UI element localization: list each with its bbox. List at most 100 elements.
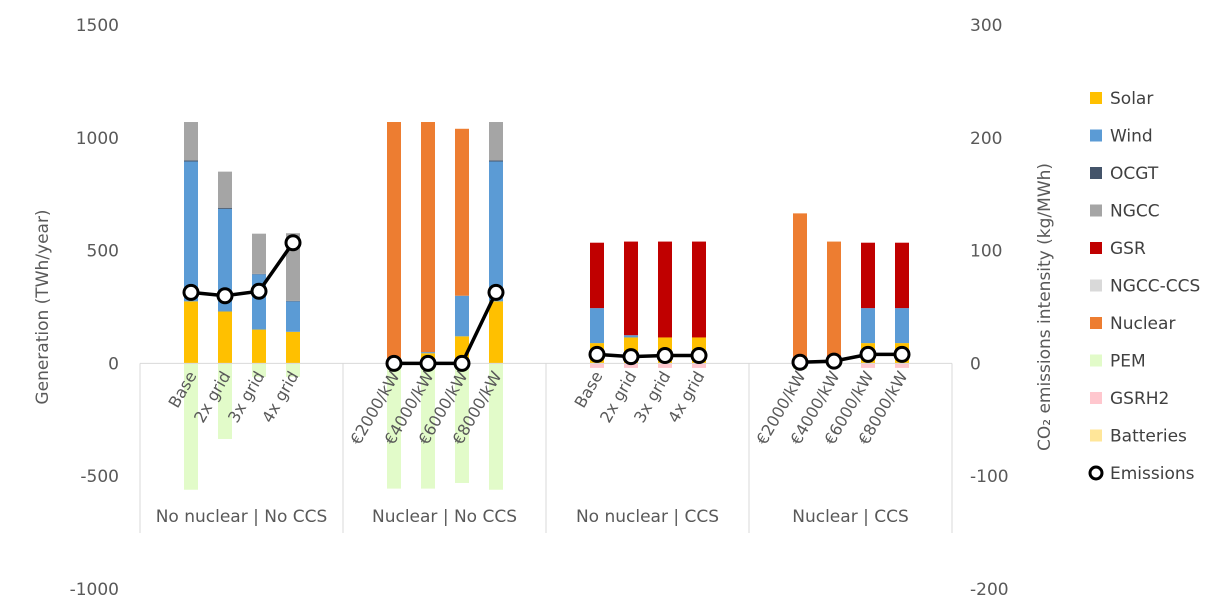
legend-swatch-emissions xyxy=(1088,465,1104,481)
bar-pem-5 xyxy=(421,363,435,489)
bar-wind-9 xyxy=(624,335,638,338)
emissions-point-6 xyxy=(453,354,471,372)
y-tick-right-2: 0 xyxy=(970,354,981,374)
bar-solar-1 xyxy=(218,311,232,364)
legend-label-emissions: Emissions xyxy=(1110,464,1195,484)
emissions-point-12 xyxy=(791,353,809,371)
bar-ocgt-0 xyxy=(184,160,198,162)
emissions-segment-0 xyxy=(190,241,295,298)
legend-label-ngcc: NGCC xyxy=(1110,202,1160,222)
bar-wind-15 xyxy=(895,308,909,344)
bar-gsrh2-14 xyxy=(861,363,875,368)
y-tick-left-0: -1000 xyxy=(70,580,119,600)
bar-ocgt-1 xyxy=(218,207,232,209)
legend-swatch-gsrh2 xyxy=(1090,392,1102,404)
bar-wind-14 xyxy=(861,308,875,344)
bar-gsr-8 xyxy=(590,242,604,309)
y-tick-right-0: -200 xyxy=(970,580,1009,600)
emissions-point-5 xyxy=(419,354,437,372)
right-axis: -200 -100 0 100 200 300 xyxy=(970,16,1009,600)
category-label-8: Base xyxy=(571,368,607,411)
bar-gsr-9 xyxy=(624,241,638,336)
y-tick-left-4: 1000 xyxy=(76,129,119,149)
legend-label-ocgt: OCGT xyxy=(1110,164,1159,184)
bar-pem-1 xyxy=(218,363,232,439)
left-axis: -1000 -500 0 500 1000 1500 xyxy=(70,16,119,600)
bar-pem-7 xyxy=(489,363,503,490)
bar-wind-0 xyxy=(184,161,198,302)
bar-gsrh2-8 xyxy=(590,363,604,368)
y-tick-left-1: -500 xyxy=(80,467,119,487)
group-label-2: No nuclear | CCS xyxy=(576,507,719,527)
legend-label-gsrh2: GSRH2 xyxy=(1110,389,1169,409)
bar-nuclear-6 xyxy=(455,128,469,296)
bar-ngcc-7 xyxy=(489,122,503,161)
bar-wind-6 xyxy=(455,295,469,337)
legend-swatch-gsr xyxy=(1090,242,1102,254)
bar-wind-3 xyxy=(286,301,300,332)
bar-gsr-14 xyxy=(861,242,875,309)
legend-swatch-batteries xyxy=(1090,429,1102,442)
bar-gsr-11 xyxy=(692,241,706,338)
y-tick-right-5: 300 xyxy=(970,16,1002,36)
bar-pem-6 xyxy=(455,363,469,483)
group-label-3: Nuclear | CCS xyxy=(792,507,909,527)
bar-gsr-15 xyxy=(895,242,909,309)
bar-wind-8 xyxy=(590,308,604,344)
legend-swatch-wind xyxy=(1090,129,1102,142)
legend-swatch-ngcc xyxy=(1090,204,1102,217)
y-tick-left-2: 0 xyxy=(108,354,119,374)
emissions-point-13 xyxy=(825,352,843,370)
bars xyxy=(184,122,909,490)
emissions-point-3 xyxy=(284,234,302,252)
bar-ngcc-2 xyxy=(252,233,266,274)
legend-swatch-solar xyxy=(1090,92,1102,104)
bar-wind-5 xyxy=(421,352,435,354)
bar-solar-2 xyxy=(252,329,266,364)
bar-nuclear-13 xyxy=(827,241,841,356)
group-label-0: No nuclear | No CCS xyxy=(156,507,328,527)
bar-solar-0 xyxy=(184,301,198,364)
bar-solar-3 xyxy=(286,331,300,364)
bar-gsrh2-9 xyxy=(624,363,638,368)
emissions-segment-3 xyxy=(799,352,902,365)
emissions-line xyxy=(182,234,911,372)
bar-nuclear-4 xyxy=(387,122,401,364)
bar-ngcc-1 xyxy=(218,171,232,208)
bar-nuclear-5 xyxy=(421,122,435,353)
bar-pem-4 xyxy=(387,363,401,489)
y-tick-right-3: 100 xyxy=(970,242,1002,262)
emissions-point-0 xyxy=(182,283,200,301)
emissions-point-8 xyxy=(588,345,606,363)
legend-label-batteries: Batteries xyxy=(1110,427,1187,447)
legend-label-wind: Wind xyxy=(1110,127,1153,147)
emissions-segment-1 xyxy=(394,291,498,366)
emissions-point-15 xyxy=(893,345,911,363)
bar-pem-2 xyxy=(252,363,266,377)
emissions-point-14 xyxy=(859,345,877,363)
emissions-point-10 xyxy=(656,347,674,365)
y-tick-left-5: 1500 xyxy=(76,16,119,36)
y-tick-right-1: -100 xyxy=(970,467,1009,487)
emissions-point-2 xyxy=(250,282,268,300)
bar-pem-3 xyxy=(286,363,300,377)
bar-gsrh2-11 xyxy=(692,363,706,368)
emissions-point-9 xyxy=(622,348,640,366)
bar-wind-1 xyxy=(218,208,232,312)
legend-label-ngcc-ccs: NGCC-CCS xyxy=(1110,277,1200,297)
group-label-1: Nuclear | No CCS xyxy=(372,507,517,527)
y-tick-left-3: 500 xyxy=(87,242,119,262)
y-axis-title-left: Generation (TWh/year) xyxy=(33,209,53,404)
legend-label-pem: PEM xyxy=(1110,352,1146,372)
legend-swatch-nuclear xyxy=(1090,317,1102,329)
bar-solar-7 xyxy=(489,301,503,364)
bar-gsrh2-10 xyxy=(658,363,672,368)
legend-label-nuclear: Nuclear xyxy=(1110,314,1175,334)
legend: Solar Wind OCGT NGCC GSR NGCC-CCS Nuclear PEM GS… xyxy=(1088,89,1200,484)
y-axis-title-right: CO₂ emissions intensity (kg/MWh) xyxy=(1035,163,1055,451)
emissions-point-11 xyxy=(690,347,708,365)
legend-swatch-ngcc-ccs xyxy=(1090,279,1102,292)
bar-ngcc-0 xyxy=(184,122,198,161)
